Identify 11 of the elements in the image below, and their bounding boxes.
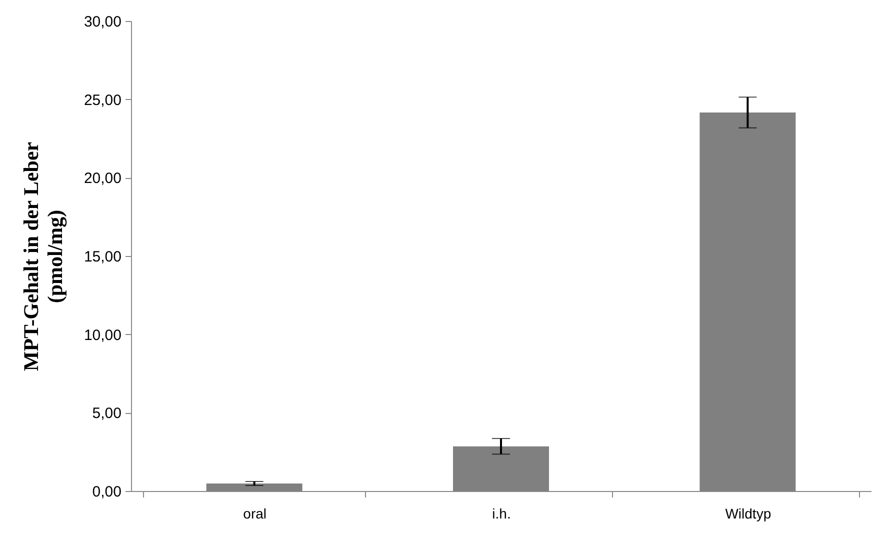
x-tick-label: Wildtyp: [725, 506, 772, 522]
y-tick-label: 5,00: [92, 405, 122, 422]
y-tick-label: 15,00: [84, 248, 122, 266]
y-tick-label: 25,00: [84, 92, 122, 109]
y-tick-label: 0,00: [92, 484, 122, 500]
y-axis-title: MPT-Gehalt in der Leber (pmol/mg): [18, 142, 67, 372]
y-tick-label: 30,00: [84, 14, 122, 30]
y-tick-label: 20,00: [84, 170, 122, 188]
x-tick-label: oral: [243, 506, 267, 522]
x-tick-label: i.h.: [492, 506, 511, 522]
y-tick-label: 10,00: [84, 326, 122, 344]
